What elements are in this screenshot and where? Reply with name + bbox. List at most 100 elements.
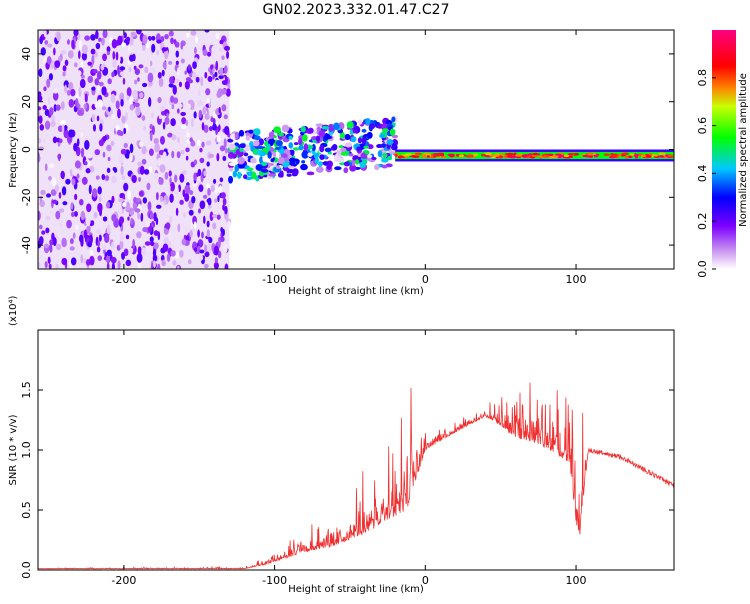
heatmap-cell	[168, 233, 172, 242]
heatmap-cell	[112, 51, 116, 60]
y-tick-label: 1.5	[20, 381, 33, 399]
heatmap-cell	[361, 136, 367, 145]
heatmap-cell	[123, 142, 128, 149]
heatmap-cell	[185, 119, 189, 127]
heatmap-cell	[106, 262, 110, 269]
heatmap-cell	[163, 200, 167, 206]
heatmap-cell	[371, 156, 377, 161]
heatmap-cell	[298, 137, 303, 145]
heatmap-cell	[170, 250, 176, 257]
heatmap-cell	[259, 156, 264, 165]
heatmap-cell	[169, 181, 176, 192]
heatmap-cell	[148, 148, 154, 156]
heatmap-cell	[159, 105, 165, 112]
heatmap-cell	[107, 78, 112, 85]
heatmap-cell	[118, 208, 123, 214]
heatmap-cell	[60, 101, 65, 110]
heatmap-cell	[168, 170, 172, 177]
heatmap-cell	[156, 49, 159, 56]
snr-y-multiplier: (x10⁴)	[8, 295, 19, 326]
heatmap-cell	[106, 167, 111, 174]
heatmap-cell	[203, 170, 207, 177]
heatmap-cell	[125, 36, 131, 43]
heatmap-cell	[319, 154, 325, 160]
heatmap-cell	[101, 37, 105, 46]
heatmap-cell	[45, 227, 50, 234]
heatmap-cell	[44, 163, 48, 171]
heatmap-cell	[244, 144, 250, 152]
heatmap-cell	[227, 138, 234, 143]
heatmap-cell	[206, 51, 212, 57]
snr-panel: -200 -100 0 100 0.0 0.5 1.0 1.5 Height of strai…	[8, 295, 675, 595]
heatmap-cell	[122, 202, 127, 208]
heatmap-cell	[198, 184, 204, 192]
heatmap-cell	[117, 108, 121, 119]
heatmap-cell	[171, 104, 175, 110]
heatmap-cell	[209, 211, 214, 222]
heatmap-cell	[307, 152, 313, 157]
heatmap-cell	[150, 241, 155, 247]
heatmap-cell	[218, 106, 221, 114]
heatmap-cell	[91, 220, 95, 226]
heatmap-cell	[219, 39, 224, 45]
spectrogram-x-label: Height of straight line (km)	[288, 286, 424, 297]
heatmap-cell	[62, 65, 67, 72]
heatmap-cell	[117, 260, 121, 269]
heatmap-cell	[58, 138, 63, 144]
snr-ticks: -200 -100 0 100 0.0 0.5 1.0 1.5	[20, 330, 674, 587]
heatmap-cell	[212, 73, 215, 80]
heatmap-cell	[123, 248, 129, 257]
heatmap-cell	[170, 95, 175, 103]
heatmap-cell	[208, 153, 215, 158]
heatmap-cell	[123, 182, 129, 192]
heatmap-cell	[227, 84, 231, 89]
heatmap-cell	[121, 115, 126, 124]
heatmap-cell	[221, 80, 228, 86]
heatmap-cell	[234, 132, 239, 140]
heatmap-cell	[206, 97, 210, 104]
heatmap-background	[38, 30, 230, 269]
heatmap-cell	[192, 132, 196, 141]
heatmap-cell	[180, 58, 185, 64]
heatmap-cell	[204, 186, 208, 197]
heatmap-cell	[190, 140, 196, 147]
heatmap-cell	[64, 84, 68, 94]
heatmap-cell	[377, 150, 383, 158]
heatmap-cell	[110, 113, 116, 120]
heatmap-cell	[344, 142, 353, 148]
heatmap-cell	[185, 147, 190, 153]
heatmap-cell	[141, 247, 147, 256]
heatmap-cell	[268, 173, 277, 177]
heatmap-cell	[198, 109, 203, 119]
heatmap-cell	[522, 154, 530, 157]
heatmap-cell	[201, 231, 204, 239]
heatmap-cell	[107, 156, 111, 162]
spectrogram-heatmap	[38, 30, 674, 269]
y-tick-label: 1.0	[20, 441, 33, 459]
heatmap-cell	[150, 60, 153, 67]
heatmap-cell	[111, 241, 115, 250]
heatmap-cell	[190, 30, 197, 36]
heatmap-cell	[138, 190, 144, 197]
heatmap-cell	[86, 203, 92, 213]
heatmap-cell	[60, 49, 67, 55]
heatmap-cell	[38, 224, 43, 230]
heatmap-cell	[315, 123, 324, 127]
heatmap-cell	[52, 136, 58, 144]
heatmap-cell	[125, 201, 131, 212]
heatmap-cell	[106, 51, 110, 56]
heatmap-cell	[38, 262, 41, 268]
heatmap-cell	[166, 112, 169, 119]
heatmap-cell	[61, 124, 65, 133]
y-tick-label: 20	[20, 95, 33, 109]
heatmap-cell	[532, 152, 539, 156]
heatmap-cell	[268, 131, 275, 139]
heatmap-cell	[46, 193, 52, 198]
heatmap-cell	[189, 190, 194, 195]
heatmap-cell	[119, 56, 124, 64]
heatmap-cell	[120, 148, 127, 155]
heatmap-cell	[217, 195, 220, 203]
x-tick-label: 100	[566, 273, 587, 286]
heatmap-cell	[50, 189, 57, 196]
heatmap-cell	[202, 194, 208, 199]
